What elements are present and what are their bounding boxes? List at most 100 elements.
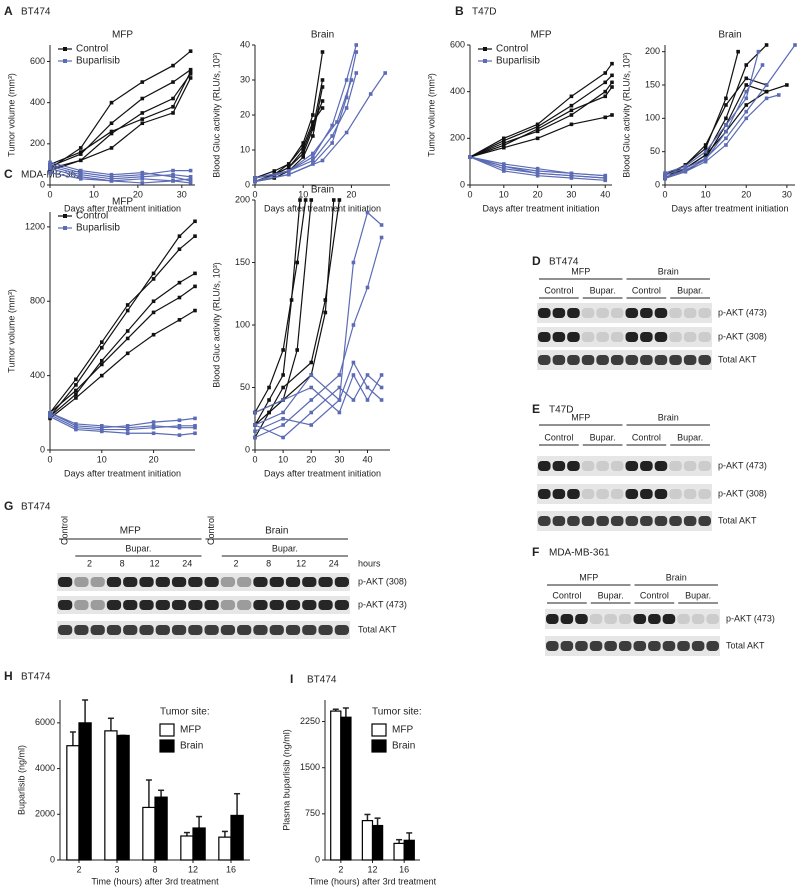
blot-band	[596, 461, 609, 471]
legend-swatch	[371, 723, 387, 737]
data-point	[48, 412, 52, 417]
blot-band	[677, 641, 690, 651]
x-axis-label: Days after treatment initiation	[64, 203, 181, 213]
blot-group-label: MFP	[571, 412, 590, 422]
blot-band	[560, 641, 574, 651]
data-point	[281, 423, 285, 427]
y-tick-label: 40	[240, 39, 250, 49]
data-point	[337, 398, 342, 402]
panel-letter: G	[4, 499, 13, 513]
x-tick-label: 20	[533, 189, 543, 199]
blot-band	[654, 355, 668, 365]
y-axis-label: Tumor volume (mm³)	[426, 73, 436, 157]
data-point	[286, 162, 291, 166]
blot-band	[669, 332, 682, 342]
blot-band	[625, 489, 639, 499]
data-point	[109, 129, 114, 134]
blot-band	[589, 614, 603, 624]
panel-title: BT474	[21, 7, 51, 18]
data-point	[320, 106, 325, 110]
data-point	[99, 429, 104, 434]
data-point	[193, 284, 197, 289]
blot-band	[575, 641, 588, 651]
blot-band	[552, 308, 566, 318]
data-point	[267, 410, 271, 415]
y-axis-label: Blood Gluc activity (RLU/s, 10³)	[211, 52, 221, 178]
data-line	[49, 172, 191, 184]
blot-band	[640, 355, 653, 365]
data-point	[48, 170, 52, 175]
data-point	[281, 435, 285, 440]
blot-time-label: 8	[120, 558, 125, 568]
blot-band	[654, 489, 668, 499]
data-point	[663, 175, 667, 179]
blot-band	[640, 516, 653, 526]
data-point	[78, 174, 83, 179]
blot-band	[683, 516, 697, 526]
y-axis-label: Buparlisib (ng/ml)	[16, 745, 26, 815]
blot-time-unit: hours	[358, 558, 381, 568]
data-point	[125, 427, 130, 432]
blot-strip	[537, 327, 712, 347]
x-tick-label: 10	[89, 189, 99, 199]
data-point	[309, 398, 314, 402]
data-point	[151, 271, 156, 276]
data-point	[349, 78, 354, 82]
data-point	[764, 43, 769, 47]
data-point	[188, 177, 193, 181]
data-point	[99, 424, 104, 428]
data-point	[330, 134, 334, 138]
blot-control-label: Control	[60, 516, 70, 545]
blot-band	[74, 577, 89, 587]
data-point	[330, 141, 334, 145]
data-point	[320, 99, 325, 103]
x-tick-label: 12	[188, 864, 198, 874]
data-point	[535, 122, 540, 127]
data-point	[193, 308, 197, 313]
y-tick-label: 800	[30, 296, 45, 306]
data-point	[281, 373, 285, 377]
data-line	[49, 167, 191, 182]
data-point	[724, 96, 728, 101]
data-line	[664, 44, 767, 179]
blot-band	[58, 600, 73, 610]
blot-band	[625, 461, 639, 471]
data-point	[177, 318, 182, 322]
blot-group-label: MFP	[571, 266, 590, 276]
blot-band	[581, 516, 595, 526]
x-axis-label: Days after treatment initiation	[264, 203, 381, 213]
blot-band	[171, 625, 187, 635]
blot-band	[669, 461, 682, 471]
data-line	[49, 310, 196, 419]
data-point	[177, 424, 182, 428]
data-line	[664, 51, 760, 174]
data-point	[74, 383, 78, 387]
blot-subgroup-label: Control	[552, 590, 581, 600]
data-point	[703, 143, 708, 147]
data-line	[49, 50, 191, 170]
data-point	[151, 420, 156, 424]
data-point	[744, 96, 749, 101]
data-point	[502, 141, 506, 145]
blot-band	[123, 600, 138, 610]
data-point	[535, 127, 540, 131]
blot-band	[596, 332, 609, 342]
blot-row-label: Total AKT	[718, 354, 757, 364]
data-point	[193, 425, 197, 430]
y-tick-label: 400	[450, 86, 465, 96]
legend-label: Buparlisib	[496, 56, 540, 67]
chart-title: Brain	[718, 30, 741, 41]
data-point	[610, 73, 614, 78]
data-line	[49, 69, 191, 168]
x-tick-label: 30	[782, 189, 792, 199]
blot-band	[610, 489, 624, 499]
data-point	[344, 95, 349, 100]
data-point	[74, 427, 78, 432]
data-point	[286, 169, 291, 173]
x-tick-label: 30	[334, 454, 344, 464]
data-point	[177, 418, 182, 423]
bar	[78, 722, 92, 861]
data-point	[468, 155, 472, 159]
data-point	[171, 96, 175, 101]
data-point	[502, 169, 506, 173]
